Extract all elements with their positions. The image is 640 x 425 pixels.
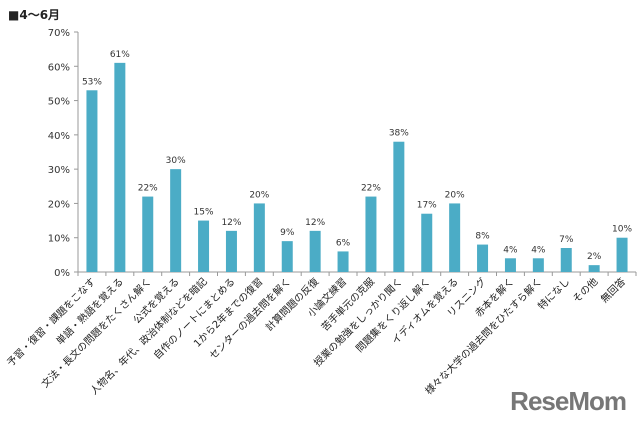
bar: [114, 62, 126, 272]
data-label: 7%: [559, 235, 574, 245]
bar: [309, 230, 321, 272]
bar: [142, 196, 154, 272]
y-tick-label: 50%: [48, 97, 70, 108]
data-label: 53%: [82, 77, 102, 87]
data-label: 20%: [249, 190, 269, 200]
bar: [560, 248, 572, 272]
y-tick-label: 40%: [48, 131, 70, 142]
y-tick-label: 10%: [48, 234, 70, 245]
bar: [86, 90, 98, 273]
resemom-logo: ReseMom: [510, 386, 627, 416]
bar: [337, 251, 349, 272]
data-label: 8%: [475, 232, 490, 242]
bar: [588, 265, 600, 272]
y-tick-label: 0%: [54, 268, 70, 279]
bar: [225, 230, 237, 272]
bar: [421, 213, 433, 272]
chart-title: ■4〜6月: [8, 8, 61, 22]
category-label: その他: [570, 275, 600, 305]
data-label: 38%: [389, 129, 409, 139]
bar: [532, 258, 544, 272]
bar: [616, 237, 628, 272]
data-label: 20%: [445, 190, 465, 200]
data-label: 9%: [280, 228, 295, 238]
data-label: 61%: [110, 50, 130, 60]
bar: [449, 203, 461, 272]
bar: [504, 258, 516, 272]
data-label: 30%: [166, 156, 186, 166]
y-tick-label: 60%: [48, 62, 70, 73]
category-label: 文法・長文の問題をたくさん解く: [39, 275, 154, 390]
y-tick-label: 30%: [48, 165, 70, 176]
data-label: 22%: [361, 184, 381, 194]
data-label: 12%: [221, 218, 241, 228]
bar: [198, 220, 210, 272]
data-label: 17%: [417, 201, 437, 211]
bar: [393, 141, 405, 272]
y-tick-label: 20%: [48, 199, 70, 210]
bar: [365, 196, 377, 272]
data-label: 4%: [503, 245, 518, 255]
bar: [170, 169, 182, 272]
data-label: 2%: [587, 252, 602, 262]
data-label: 10%: [612, 225, 632, 235]
y-tick-label: 70%: [48, 28, 70, 39]
bar: [253, 203, 265, 272]
data-label: 12%: [305, 218, 325, 228]
data-label: 22%: [138, 184, 158, 194]
bar: [281, 241, 293, 272]
category-label: 無回答: [598, 275, 628, 305]
data-label: 6%: [336, 238, 351, 248]
data-label: 15%: [194, 208, 214, 218]
bar: [477, 244, 489, 272]
data-label: 4%: [531, 245, 546, 255]
